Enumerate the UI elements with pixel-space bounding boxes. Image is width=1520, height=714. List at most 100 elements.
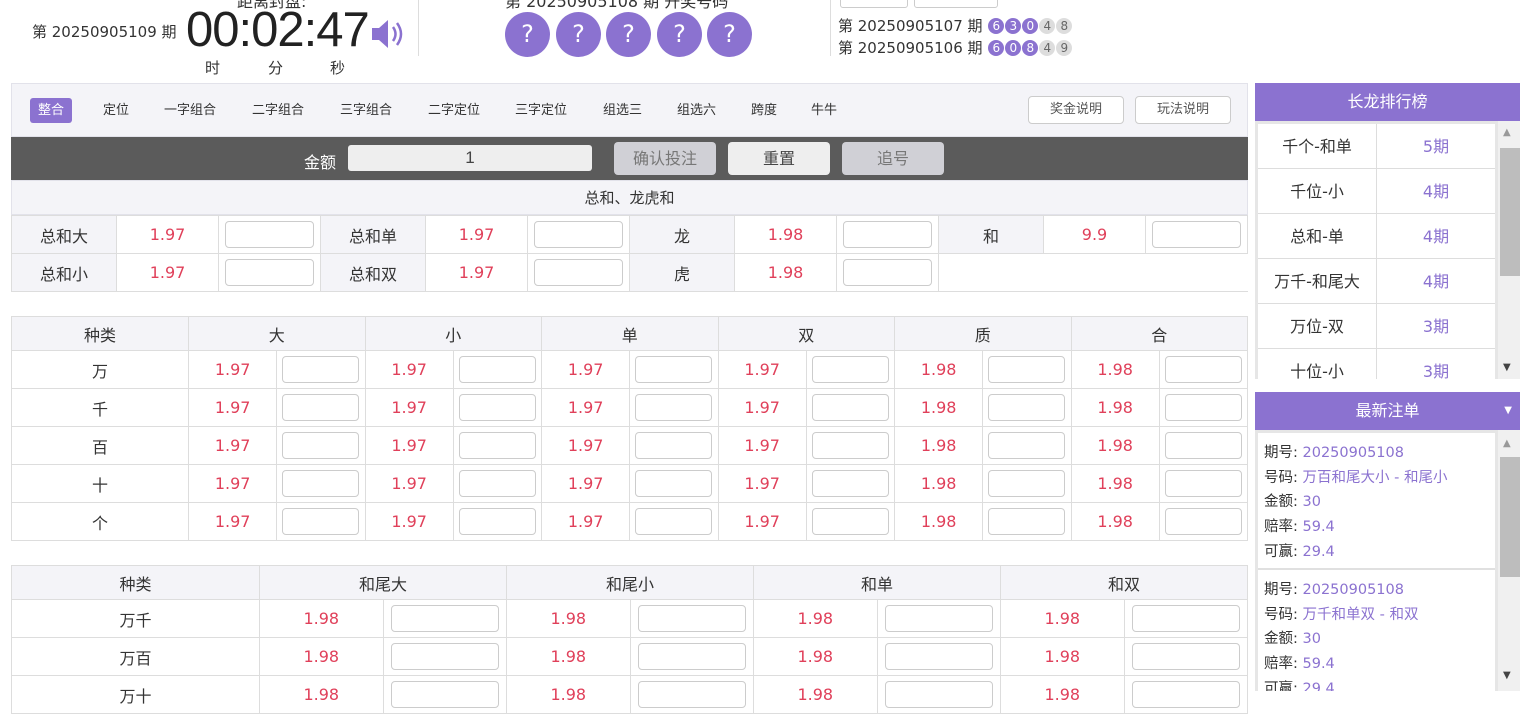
tab-item[interactable]: 二字组合 <box>252 103 305 118</box>
bet-input[interactable] <box>811 394 889 421</box>
ranking-name: 万千-和尾大 <box>1258 259 1377 304</box>
scroll-up-icon[interactable]: ▲ <box>1503 127 1511 138</box>
scroll-down-icon[interactable]: ▼ <box>1503 670 1511 681</box>
bet-input[interactable] <box>1164 356 1242 383</box>
bet-input[interactable] <box>635 394 713 421</box>
orders-scrollbar[interactable]: ▲ ▼ <box>1498 430 1520 691</box>
bet-input[interactable] <box>1164 432 1242 459</box>
bet-input[interactable] <box>458 356 536 383</box>
bet-input[interactable] <box>282 432 360 459</box>
bet-input[interactable] <box>458 470 536 497</box>
top-button[interactable] <box>914 0 998 8</box>
bet-input[interactable] <box>988 394 1066 421</box>
bet-input[interactable] <box>637 605 746 632</box>
bet-input[interactable] <box>390 605 499 632</box>
confirm-bet-button[interactable]: 确认投注 <box>614 142 716 175</box>
bet-input[interactable] <box>811 356 889 383</box>
row-label: 万十 <box>11 675 260 714</box>
tab-item[interactable]: 组选三 <box>603 103 643 118</box>
tab-item[interactable]: 牛牛 <box>811 103 838 118</box>
bet-input[interactable] <box>988 470 1066 497</box>
table-row: 万 1.97 1.97 1.97 1.97 1.98 1.98 <box>11 350 1249 389</box>
history-ball: 8 <box>1022 40 1039 56</box>
column-header: 和尾大 <box>259 565 507 600</box>
ranking-item[interactable]: 千位-小 4期 <box>1258 169 1495 214</box>
tab-item[interactable]: 三字定位 <box>515 103 568 118</box>
rules-button[interactable]: 玩法说明 <box>1135 96 1231 124</box>
scroll-up-icon[interactable]: ▲ <box>1503 438 1511 449</box>
tab-item[interactable]: 一字组合 <box>164 103 217 118</box>
bet-input[interactable] <box>988 356 1066 383</box>
bet-input[interactable] <box>1164 470 1242 497</box>
reset-button[interactable]: 重置 <box>728 142 830 175</box>
odds: 1.97 <box>364 350 454 389</box>
divider <box>830 0 831 56</box>
bet-input[interactable] <box>811 508 889 535</box>
bet-input[interactable] <box>843 221 932 248</box>
history-ball: 0 <box>1022 18 1039 34</box>
bet-input[interactable] <box>637 643 746 670</box>
bet-input[interactable] <box>282 508 360 535</box>
tab-item[interactable]: 三字组合 <box>340 103 393 118</box>
bet-input[interactable] <box>988 432 1066 459</box>
bet-input[interactable] <box>534 221 623 248</box>
draw-ball: ? <box>657 12 702 57</box>
tab-item[interactable]: 定位 <box>103 103 130 118</box>
bet-input[interactable] <box>811 432 889 459</box>
ranking-item[interactable]: 万位-双 3期 <box>1258 304 1495 349</box>
bet-input[interactable] <box>390 681 499 708</box>
bet-input[interactable] <box>635 508 713 535</box>
top-button[interactable] <box>840 0 908 8</box>
dropdown-icon[interactable]: ▼ <box>1504 405 1512 416</box>
bet-input[interactable] <box>1152 221 1241 248</box>
bet-input[interactable] <box>225 221 314 248</box>
bet-input[interactable] <box>843 259 932 286</box>
ranking-scrollbar[interactable]: ▲ ▼ <box>1498 121 1520 379</box>
order-field: 赔率: 59.4 <box>1264 515 1495 540</box>
bet-input[interactable] <box>1131 643 1240 670</box>
bet-input[interactable] <box>884 605 993 632</box>
field-label: 期号: <box>1264 582 1298 598</box>
bet-input[interactable] <box>635 432 713 459</box>
bet-input[interactable] <box>637 681 746 708</box>
bet-input[interactable] <box>534 259 623 286</box>
bet-input[interactable] <box>635 356 713 383</box>
bet-input[interactable] <box>458 432 536 459</box>
bet-input[interactable] <box>1131 681 1240 708</box>
prize-info-button[interactable]: 奖金说明 <box>1028 96 1124 124</box>
tab-item[interactable]: 组选六 <box>677 103 717 118</box>
bet-input[interactable] <box>884 681 993 708</box>
ranking-item[interactable]: 总和-单 4期 <box>1258 214 1495 259</box>
column-header: 合 <box>1070 316 1248 351</box>
tab-item[interactable]: 二字定位 <box>428 103 481 118</box>
bet-input[interactable] <box>282 470 360 497</box>
tab-item[interactable]: 跨度 <box>751 103 778 118</box>
bet-input[interactable] <box>282 356 360 383</box>
bet-input[interactable] <box>988 508 1066 535</box>
ranking-item[interactable]: 万千-和尾大 4期 <box>1258 259 1495 304</box>
tab-item[interactable]: 整合 <box>30 98 73 123</box>
bet-input-cell <box>276 426 366 465</box>
amount-input[interactable] <box>348 145 592 171</box>
bet-input-cell <box>982 350 1072 389</box>
odds: 1.97 <box>540 464 631 503</box>
bet-input[interactable] <box>1164 508 1242 535</box>
ranking-item[interactable]: 千个-和单 5期 <box>1258 124 1495 169</box>
bet-input[interactable] <box>390 643 499 670</box>
bet-input[interactable] <box>458 394 536 421</box>
scroll-down-icon[interactable]: ▼ <box>1503 362 1511 373</box>
ranking-item[interactable]: 十位-小 3期 <box>1258 349 1495 379</box>
bet-input[interactable] <box>1164 394 1242 421</box>
bet-input[interactable] <box>1131 605 1240 632</box>
bet-input[interactable] <box>884 643 993 670</box>
bet-input-cell <box>218 253 321 292</box>
bet-input[interactable] <box>811 470 889 497</box>
speaker-icon[interactable] <box>370 18 406 54</box>
bet-input[interactable] <box>225 259 314 286</box>
row-label: 万百 <box>11 637 260 676</box>
bet-input[interactable] <box>458 508 536 535</box>
bet-input[interactable] <box>282 394 360 421</box>
chase-button[interactable]: 追号 <box>842 142 944 175</box>
bet-input[interactable] <box>635 470 713 497</box>
